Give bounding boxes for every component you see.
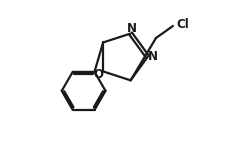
Text: Cl: Cl — [176, 18, 189, 31]
Text: O: O — [93, 68, 104, 81]
Text: N: N — [127, 22, 137, 35]
Text: N: N — [148, 50, 158, 63]
